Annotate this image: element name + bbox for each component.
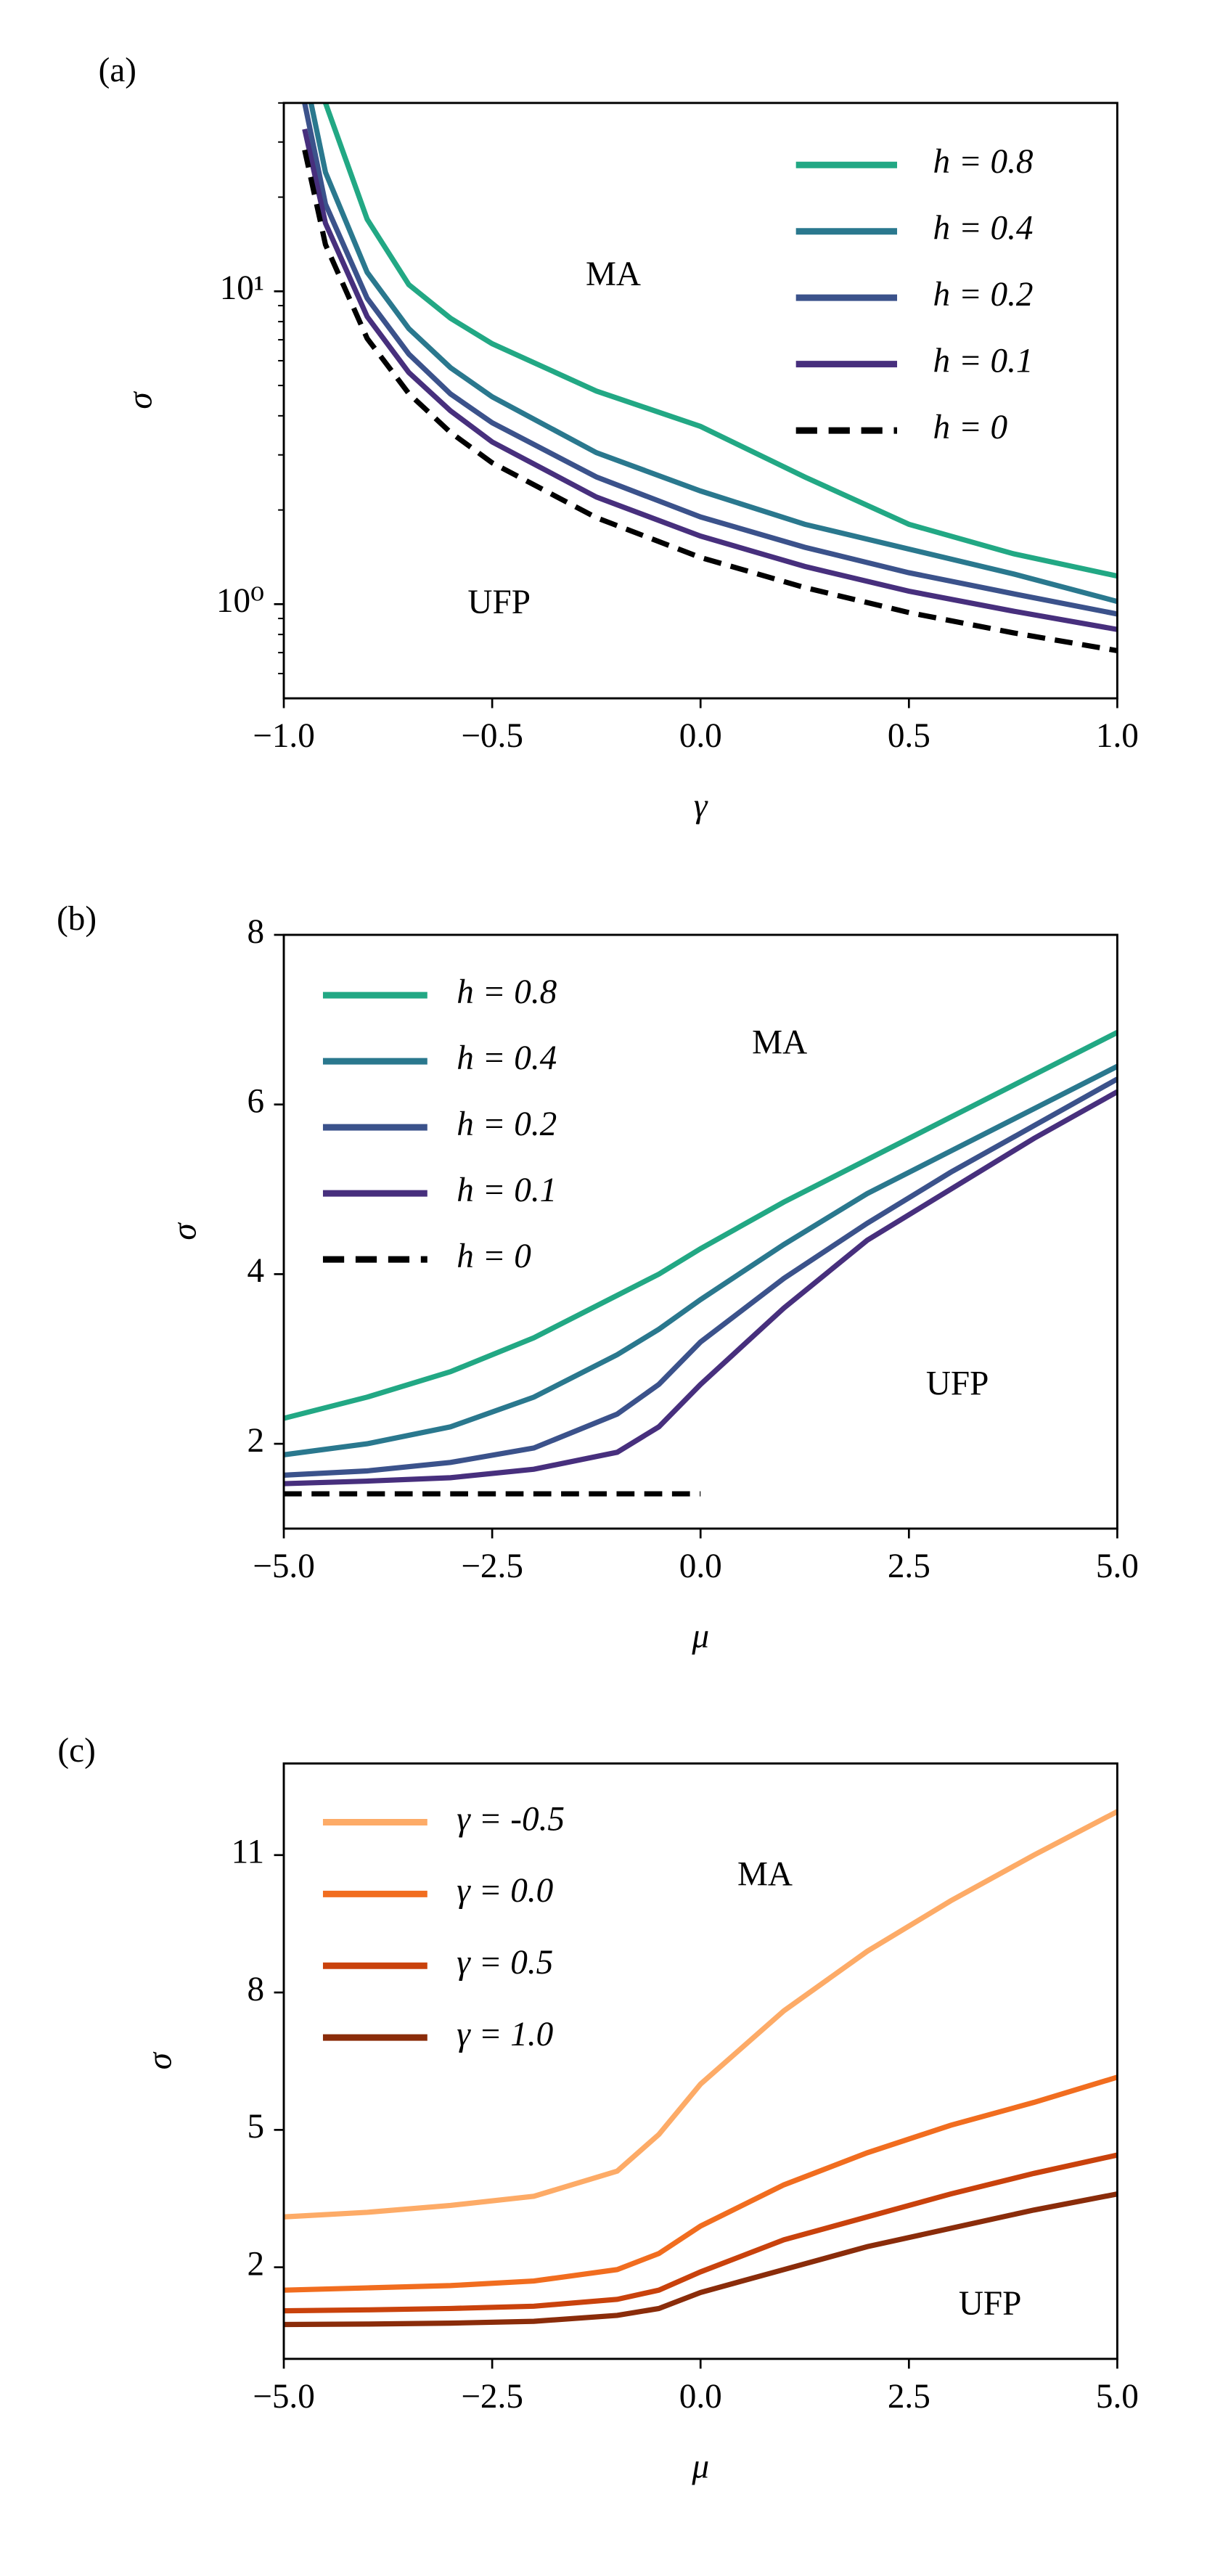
x-tick-label: 0.0 (679, 717, 722, 755)
y-axis-label: σ (122, 391, 160, 409)
legend: h = 0.8 h = 0.4 h = 0.2 h = 0.1 h = 0 (322, 973, 557, 1275)
y-tick-label: 11 (232, 1833, 264, 1871)
legend-label: h = 0.4 (933, 210, 1033, 248)
x-tick-label: −2.5 (461, 1547, 523, 1585)
legend: h = 0.8 h = 0.4 h = 0.2 h = 0.1 h = 0 (795, 143, 1034, 446)
y-axis-label: σ (165, 1222, 203, 1240)
legend-label: h = 0 (457, 1238, 531, 1275)
legend-label: h = 0.1 (457, 1172, 557, 1209)
x-axis-label: γ (694, 788, 708, 825)
region-annotation: UFP (467, 584, 531, 621)
x-tick-label: 0.0 (679, 2378, 722, 2416)
series-line (284, 1030, 1118, 1421)
legend-label: γ = 1.0 (457, 2016, 553, 2053)
legend-label: h = 0 (933, 409, 1007, 446)
series-line (302, 128, 1118, 632)
legend-label: h = 0.4 (457, 1039, 557, 1077)
y-tick-label: 10⁰ (216, 582, 264, 620)
legend-label: γ = 0.0 (457, 1872, 553, 1910)
y-tick-label: 8 (247, 1971, 264, 2008)
x-tick-label: −5.0 (253, 2378, 315, 2416)
legend-label: h = 0.1 (933, 342, 1033, 380)
x-axis-label: μ (691, 2448, 709, 2485)
legend-label: h = 0.2 (457, 1105, 557, 1143)
x-tick-label: −1.0 (253, 717, 315, 755)
series-line (322, 102, 1118, 579)
y-tick-label: 2 (247, 1422, 264, 1460)
series-line (284, 2074, 1118, 2293)
y-tick-label: 8 (247, 913, 264, 951)
x-tick-label: 1.0 (1096, 717, 1139, 755)
x-tick-label: 0.5 (888, 717, 930, 755)
x-tick-label: 5.0 (1096, 1547, 1139, 1585)
y-tick-label: 4 (247, 1252, 264, 1290)
x-axis-label: μ (691, 1618, 709, 1656)
panel-label: (b) (57, 900, 97, 938)
series-line (284, 1089, 1118, 1487)
legend-label: h = 0.2 (933, 276, 1033, 314)
y-tick-label: 2 (247, 2245, 264, 2283)
panel-label: (a) (99, 52, 136, 89)
x-tick-label: 2.5 (888, 2378, 930, 2416)
x-tick-label: 2.5 (888, 1547, 930, 1585)
series-line (284, 2191, 1118, 2328)
y-tick-label: 5 (247, 2108, 264, 2146)
x-tick-label: −2.5 (461, 2378, 523, 2416)
x-tick-label: −5.0 (253, 1547, 315, 1585)
legend-label: h = 0.8 (933, 143, 1033, 181)
panel: −5.0 −2.5 0.0 2.5 5.0 2 5 8 11 μ σ (c) MA UFP γ = -0.5… (57, 1732, 1138, 2486)
series-line (284, 1076, 1118, 1478)
y-tick-label: 6 (247, 1083, 264, 1121)
series-line (302, 102, 1118, 617)
series-line (302, 149, 1118, 654)
x-tick-label: 5.0 (1096, 2378, 1139, 2416)
region-annotation: MA (737, 1856, 793, 1894)
y-tick-label: 10¹ (220, 269, 264, 307)
panel: −1.0 −0.5 0.0 0.5 1.0 10⁰ 10¹ γ σ (a) MA UFP h = 0.8… (99, 52, 1139, 825)
panel-label: (c) (57, 1732, 95, 1770)
legend-label: γ = 0.5 (457, 1944, 553, 1982)
legend: γ = -0.5 γ = 0.0 γ = 0.5 γ = 1.0 (322, 1800, 565, 2053)
x-tick-label: 0.0 (679, 1547, 722, 1585)
region-annotation: MA (752, 1024, 807, 1062)
series-line (308, 102, 1118, 605)
series-line (284, 1809, 1118, 2220)
region-annotation: UFP (959, 2285, 1022, 2323)
region-annotation: MA (586, 255, 641, 293)
legend-label: γ = -0.5 (457, 1800, 565, 1838)
legend-label: h = 0.8 (457, 973, 557, 1011)
y-axis-label: σ (142, 2051, 179, 2069)
series-line (284, 2152, 1118, 2314)
x-tick-label: −0.5 (461, 717, 523, 755)
region-annotation: UFP (926, 1365, 989, 1402)
axes-frame (282, 933, 1118, 1530)
series-line (284, 1063, 1118, 1457)
